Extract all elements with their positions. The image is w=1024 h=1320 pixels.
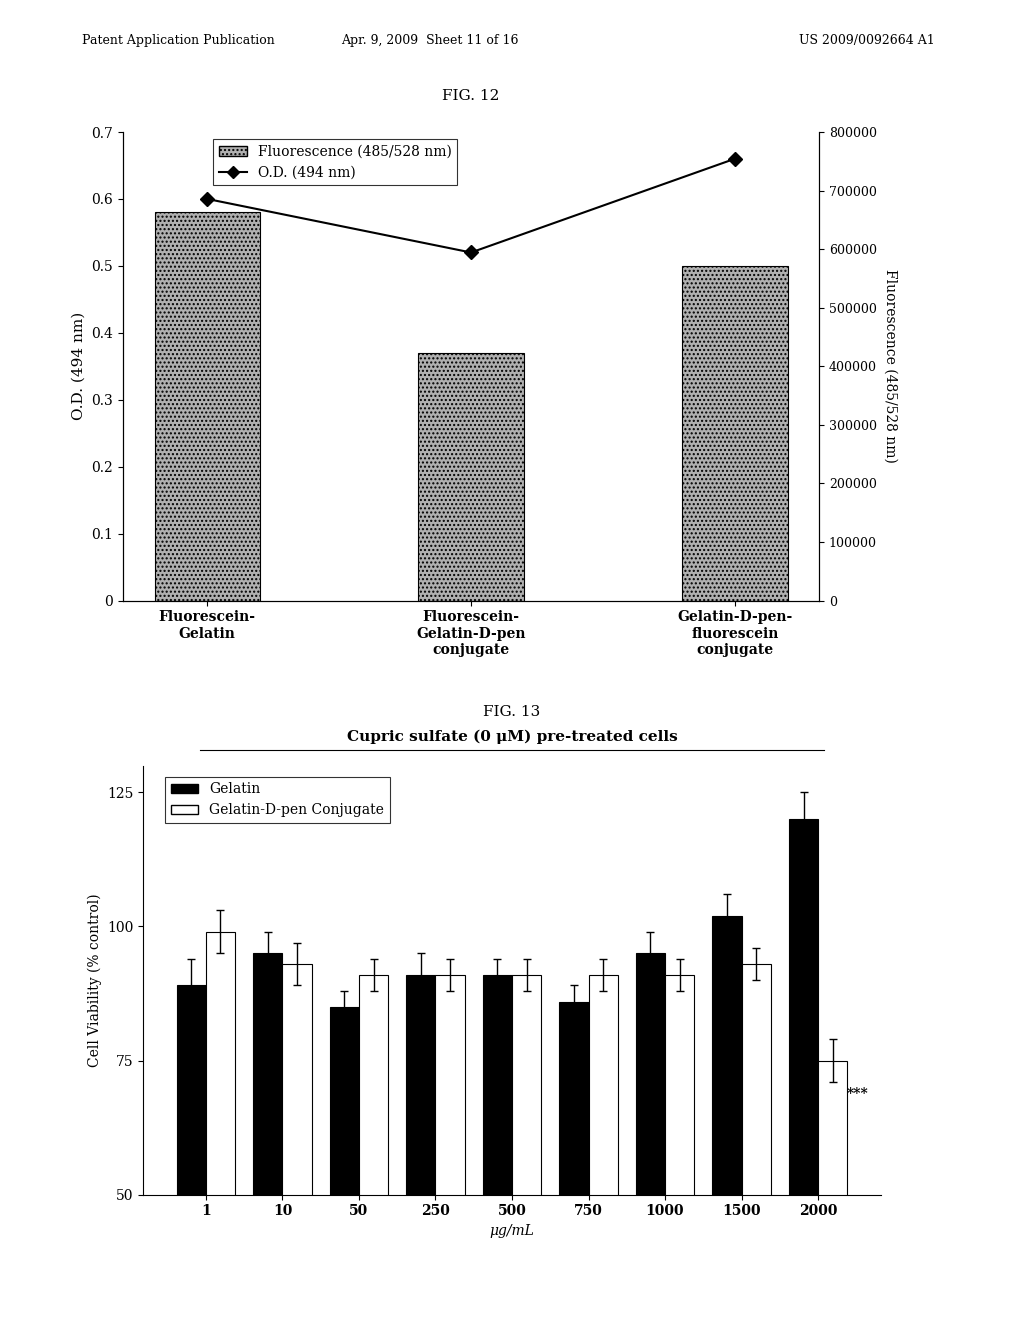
Bar bbox=[359, 974, 388, 1320]
Bar bbox=[418, 352, 524, 601]
Bar bbox=[741, 964, 771, 1320]
Text: FIG. 12: FIG. 12 bbox=[442, 88, 500, 103]
X-axis label: μg/mL: μg/mL bbox=[489, 1224, 535, 1238]
Text: Apr. 9, 2009  Sheet 11 of 16: Apr. 9, 2009 Sheet 11 of 16 bbox=[341, 34, 519, 48]
Bar bbox=[589, 974, 617, 1320]
Bar bbox=[713, 916, 741, 1320]
Bar bbox=[407, 974, 435, 1320]
Text: Cupric sulfate (0 μM) pre-treated cells: Cupric sulfate (0 μM) pre-treated cells bbox=[347, 730, 677, 744]
Bar bbox=[818, 1060, 847, 1320]
Bar bbox=[636, 953, 665, 1320]
Y-axis label: Cell Viability (% control): Cell Viability (% control) bbox=[87, 894, 101, 1067]
Text: ***: *** bbox=[847, 1088, 868, 1101]
Text: FIG. 13: FIG. 13 bbox=[483, 705, 541, 719]
Bar bbox=[512, 974, 541, 1320]
Bar bbox=[665, 974, 694, 1320]
Legend: Gelatin, Gelatin-D-pen Conjugate: Gelatin, Gelatin-D-pen Conjugate bbox=[165, 777, 390, 822]
Text: Patent Application Publication: Patent Application Publication bbox=[82, 34, 274, 48]
Y-axis label: Fluorescence (485/528 nm): Fluorescence (485/528 nm) bbox=[884, 269, 898, 463]
Bar bbox=[788, 820, 818, 1320]
Bar bbox=[155, 213, 260, 601]
Bar bbox=[206, 932, 236, 1320]
Bar bbox=[177, 986, 206, 1320]
Y-axis label: O.D. (494 nm): O.D. (494 nm) bbox=[72, 312, 86, 421]
Bar bbox=[483, 974, 512, 1320]
Bar bbox=[253, 953, 283, 1320]
Bar bbox=[283, 964, 311, 1320]
Legend: Fluorescence (485/528 nm), O.D. (494 nm): Fluorescence (485/528 nm), O.D. (494 nm) bbox=[213, 139, 458, 185]
Bar bbox=[435, 974, 465, 1320]
Text: US 2009/0092664 A1: US 2009/0092664 A1 bbox=[799, 34, 935, 48]
Bar bbox=[559, 1002, 589, 1320]
Bar bbox=[682, 265, 787, 601]
Bar bbox=[330, 1007, 359, 1320]
